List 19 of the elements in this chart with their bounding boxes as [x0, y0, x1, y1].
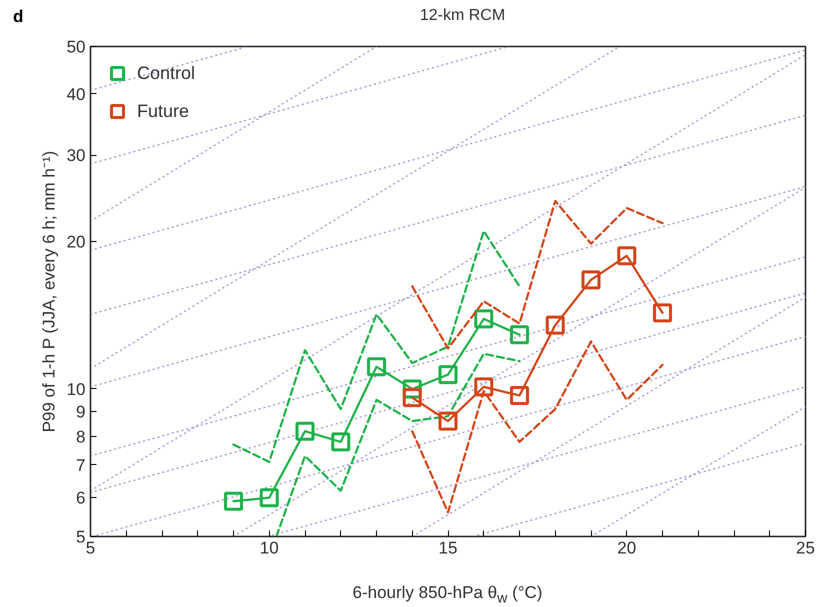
- chart-title: 12-km RCM: [420, 6, 506, 26]
- y-tick-label: 40: [66, 84, 86, 104]
- y-tick-label: 6: [76, 488, 86, 508]
- y-tick-label: 30: [66, 146, 86, 166]
- x-tick-label: 15: [438, 538, 458, 558]
- y-tick-label: 9: [76, 402, 86, 422]
- x-tick-label: 25: [796, 538, 815, 558]
- x-axis-title: 6-hourly 850-hPa θ$_{w}$ (°C): [352, 582, 542, 607]
- legend-label: Future: [137, 100, 190, 122]
- y-tick-label: 50: [66, 38, 86, 56]
- text: d: [13, 7, 24, 26]
- y-tick-label: 10: [66, 380, 86, 399]
- x-tick-label: 20: [617, 538, 636, 558]
- legend-label: Control: [137, 62, 196, 84]
- y-tick-label: 8: [76, 427, 86, 446]
- y-tick-label: 20: [66, 232, 86, 252]
- y-tick-label: 7: [76, 456, 86, 475]
- y-axis-title: P99 of 1-h P (JJA, every 6 h; mm h⁻¹): [40, 150, 59, 432]
- x-tick-label: 10: [260, 538, 279, 558]
